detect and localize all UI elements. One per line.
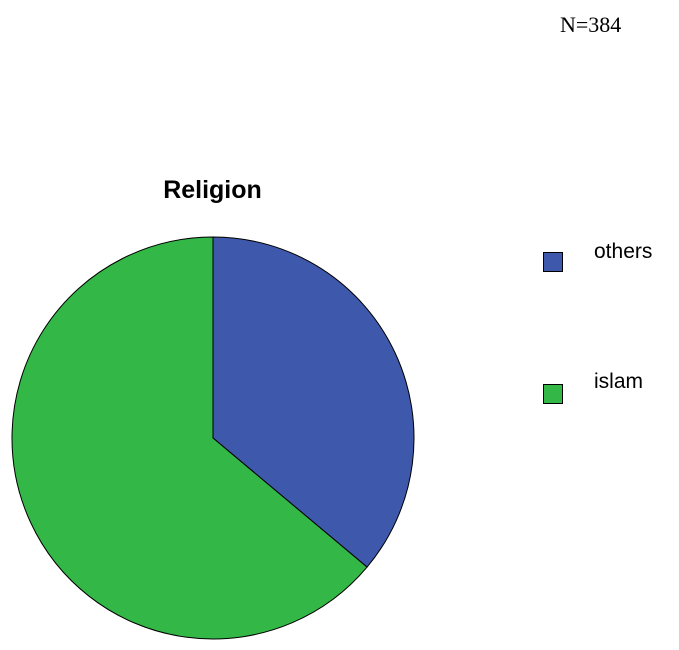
legend-swatch-others (543, 252, 563, 272)
pie-slice-others (212, 236, 415, 568)
legend-label-others: others (594, 240, 653, 263)
sample-size-annotation: N=384 (560, 12, 622, 37)
chart-title: Religion (163, 176, 262, 204)
legend-label-islam: islam (594, 370, 644, 393)
legend-swatch-islam (543, 384, 563, 404)
pie-slice-islam (11, 236, 368, 640)
